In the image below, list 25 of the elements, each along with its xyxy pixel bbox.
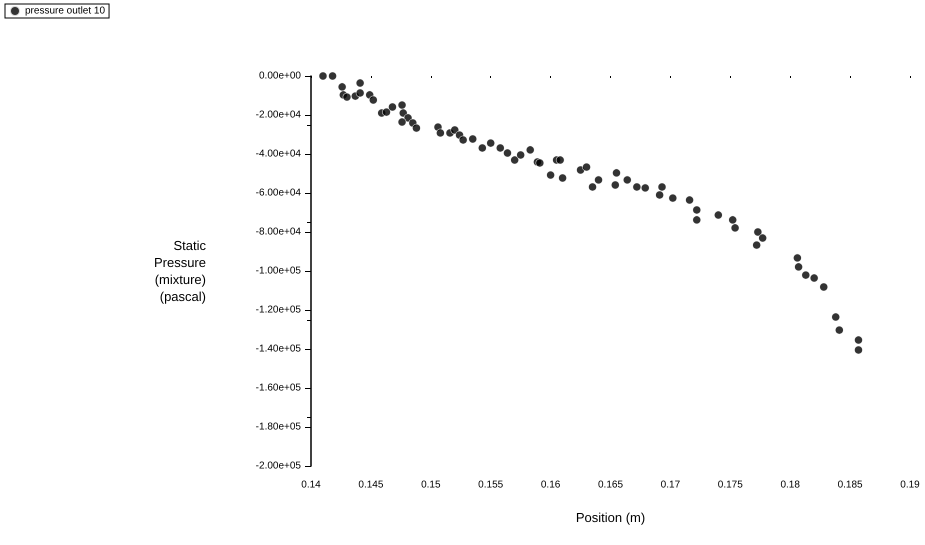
x-tick-label: 0.19 bbox=[900, 480, 920, 490]
y-tick-label: -2.00e+04 bbox=[256, 110, 302, 120]
y-tick-label: -2.00e+05 bbox=[256, 460, 302, 472]
y-tick-label: -1.60e+05 bbox=[256, 382, 302, 394]
x-tick-label: 0.16 bbox=[540, 480, 561, 490]
x-tick-label: 0.185 bbox=[838, 480, 864, 490]
y-axis-title: Static Pressure (mixture) (pascal) bbox=[154, 238, 206, 304]
y-tick-label: -1.80e+05 bbox=[256, 422, 302, 432]
y-tick-label: 0.00e+00 bbox=[259, 70, 302, 82]
y-tick-label: -1.20e+05 bbox=[256, 304, 302, 316]
x-tick-label: 0.17 bbox=[660, 480, 681, 490]
x-tick-label: 0.155 bbox=[478, 480, 504, 490]
y-tick-label: -6.00e+04 bbox=[256, 188, 302, 198]
x-tick-label: 0.15 bbox=[421, 480, 441, 490]
y-tick-label: -1.00e+05 bbox=[256, 266, 302, 276]
x-tick-label: 0.165 bbox=[598, 480, 624, 490]
x-tick-label: 0.18 bbox=[780, 480, 800, 490]
legend-label: pressure outlet 10 bbox=[25, 6, 106, 16]
y-tick-label: -4.00e+04 bbox=[256, 148, 302, 160]
y-tick-label: -8.00e+04 bbox=[256, 226, 302, 238]
x-tick-label: 0.145 bbox=[358, 480, 384, 490]
x-axis-title: Position (m) bbox=[576, 510, 646, 525]
x-tick-label: 0.14 bbox=[301, 480, 322, 490]
y-tick-label: -1.40e+05 bbox=[256, 344, 302, 354]
x-tick-label: 0.175 bbox=[718, 480, 744, 490]
